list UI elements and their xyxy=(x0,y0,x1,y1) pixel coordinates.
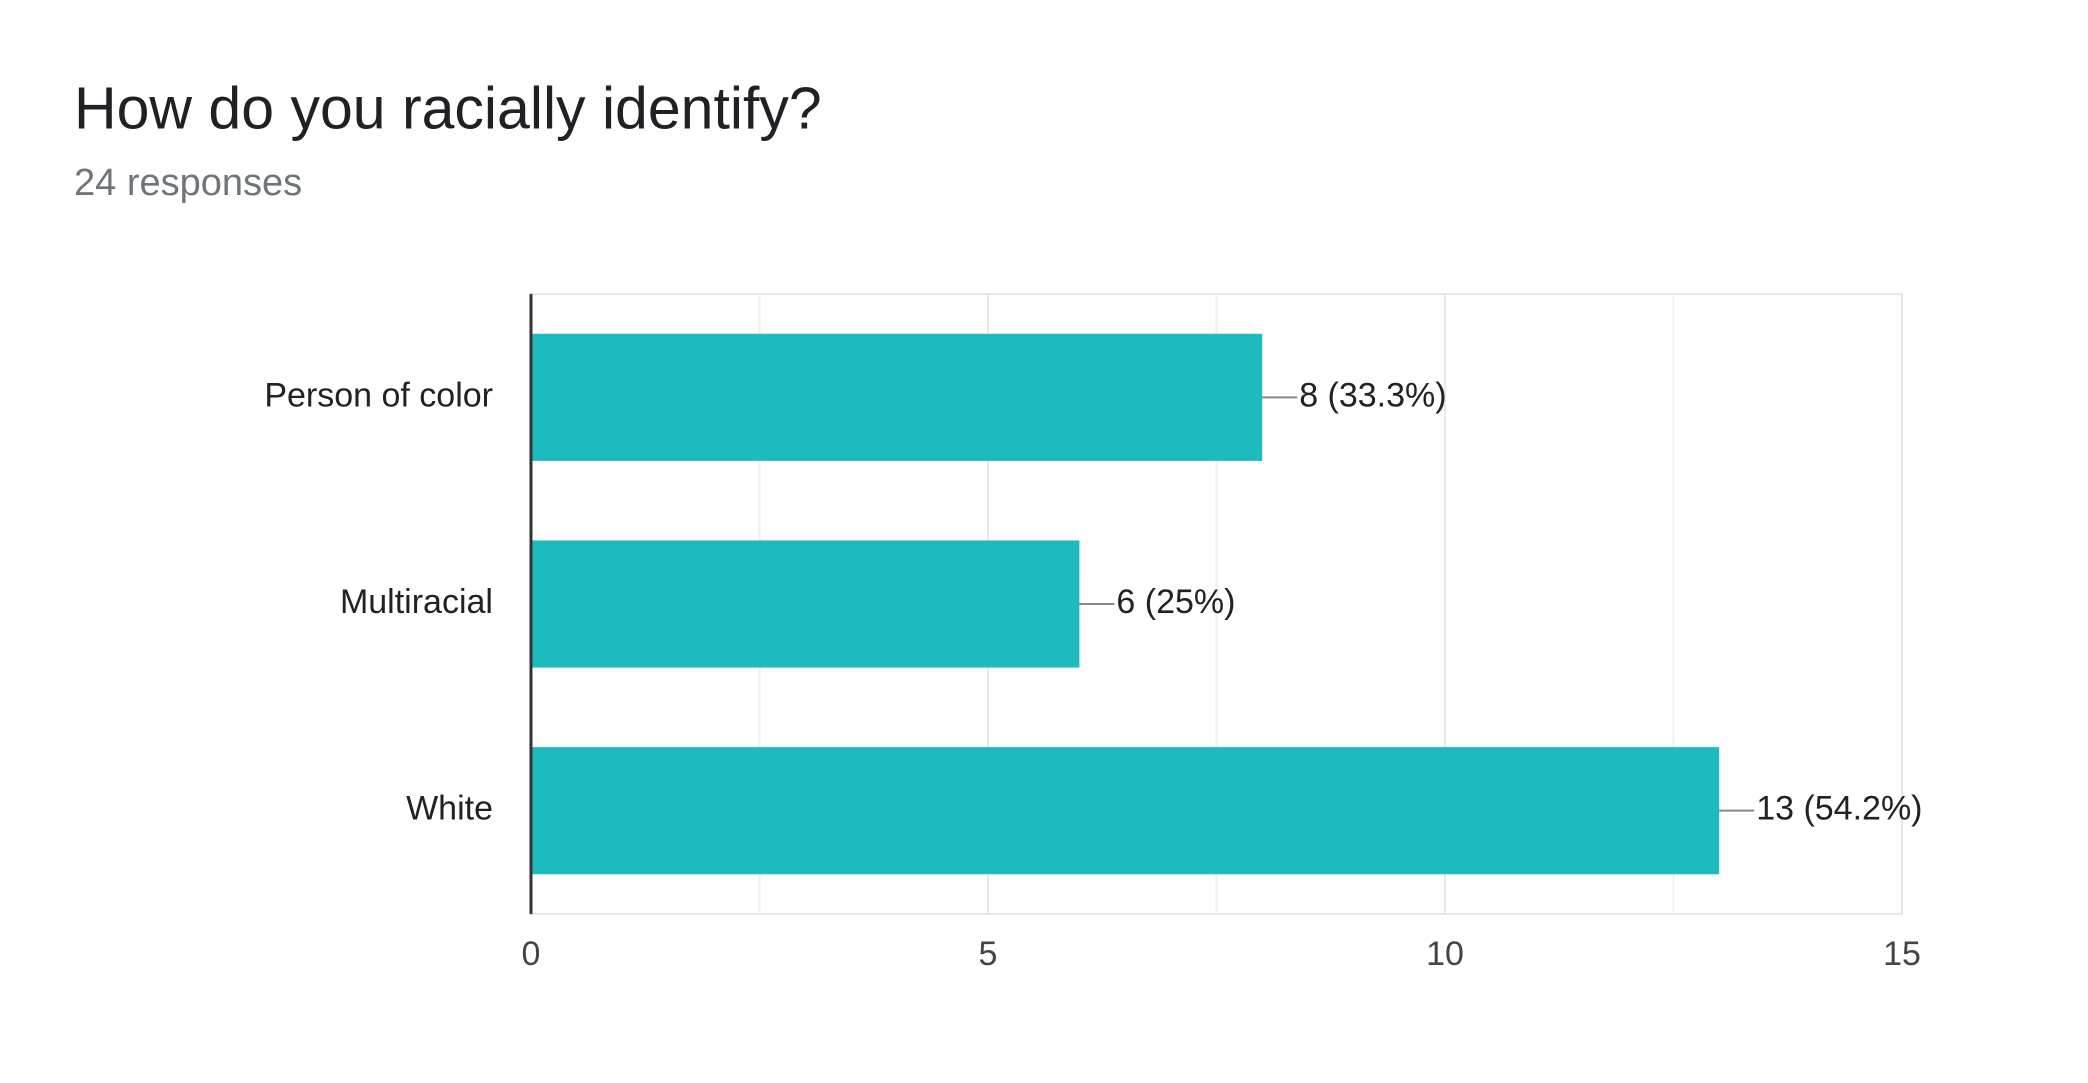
value-label: 8 (33.3%) xyxy=(1299,376,1446,414)
x-tick-label: 5 xyxy=(979,935,998,973)
y-tick-label: White xyxy=(406,790,493,828)
bar xyxy=(531,540,1080,668)
chart-subtitle: 24 responses xyxy=(74,162,302,204)
x-tick-label: 15 xyxy=(1883,935,1921,973)
value-label: 13 (54.2%) xyxy=(1756,790,1922,828)
chart-title: How do you racially identify? xyxy=(74,76,822,142)
y-tick-label: Person of color xyxy=(264,376,493,414)
y-tick-label: Multiracial xyxy=(340,583,493,621)
bar xyxy=(531,333,1263,461)
x-tick-label: 10 xyxy=(1426,935,1464,973)
x-tick-label: 0 xyxy=(522,935,541,973)
bar xyxy=(531,747,1720,875)
value-label: 6 (25%) xyxy=(1116,583,1235,621)
